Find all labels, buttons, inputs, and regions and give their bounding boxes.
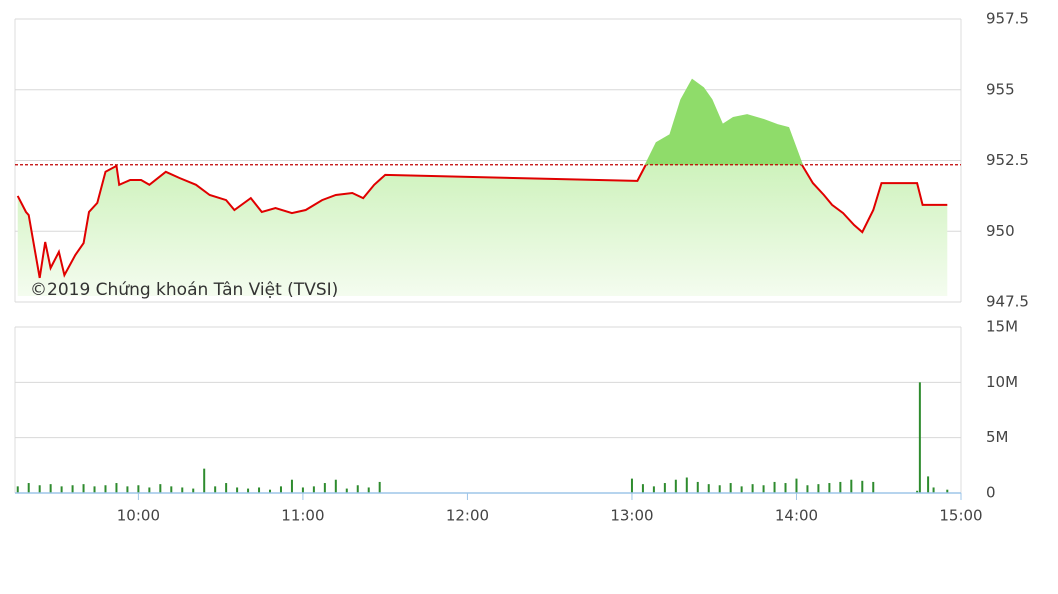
y-tick-label: 952.5 (986, 151, 1029, 169)
volume-bar (817, 484, 820, 493)
volume-bar (181, 487, 184, 493)
y-tick-label: 15M (986, 318, 1018, 336)
volume-bar (696, 481, 699, 493)
x-tick-label: 11:00 (281, 507, 324, 525)
volume-bar (839, 481, 842, 493)
volume-bar (247, 488, 250, 493)
volume-bar (707, 484, 710, 493)
volume-bar (192, 488, 195, 493)
volume-bar (718, 485, 721, 493)
volume-bar (214, 486, 217, 493)
volume-bar (918, 382, 921, 493)
y-tick-label: 957.5 (986, 10, 1029, 28)
y-tick-label: 955 (986, 80, 1015, 98)
volume-bar (356, 485, 359, 493)
volume-bar (16, 486, 19, 493)
volume-bar (946, 489, 949, 493)
x-tick-label: 15:00 (939, 507, 982, 525)
volume-bar (367, 487, 370, 493)
volume-bar (630, 478, 633, 493)
volume-bar (104, 485, 107, 493)
volume-bar (773, 481, 776, 493)
volume-bar (60, 486, 63, 493)
volume-bar (236, 487, 239, 493)
x-tick-label: 10:00 (117, 507, 160, 525)
volume-bar (685, 477, 688, 493)
volume-bar (641, 484, 644, 493)
y-tick-label: 947.5 (986, 293, 1029, 311)
volume-bar (27, 483, 30, 493)
volume-bar (290, 479, 293, 493)
volume-bar (312, 486, 315, 493)
area-up (645, 80, 802, 165)
volume-bar (652, 486, 655, 493)
annotation: ©2019 Chứng khoán Tân Việt (TVSI) (30, 280, 338, 300)
volume-bar (861, 480, 864, 493)
volume-bar (932, 487, 935, 493)
volume-bar (170, 486, 173, 493)
volume-bar (663, 483, 666, 493)
y-tick-label: 5M (986, 428, 1009, 446)
volume-bar (378, 481, 381, 493)
volume-bar (784, 483, 787, 493)
volume-bar (828, 483, 831, 493)
volume-bar (159, 484, 162, 493)
volume-bar (916, 490, 919, 493)
volume-bar (334, 479, 337, 493)
volume-bar (115, 483, 118, 493)
volume-bar (872, 481, 875, 493)
volume-bar (729, 483, 732, 493)
volume-bar (71, 485, 74, 493)
volume-bar (203, 468, 206, 493)
y-tick-label: 10M (986, 373, 1018, 391)
volume-bar (762, 485, 765, 493)
volume-bar (258, 487, 261, 493)
volume-bar (225, 483, 228, 493)
volume-bar (126, 486, 129, 493)
volume-bar (927, 476, 930, 493)
volume-bar (137, 485, 140, 493)
x-tick-label: 14:00 (775, 507, 818, 525)
volume-bar (674, 479, 677, 493)
volume-bar (795, 478, 798, 493)
volume-bar (301, 487, 304, 493)
volume-bar (49, 484, 52, 493)
volume-bar (269, 489, 272, 493)
volume-bar (93, 486, 96, 493)
volume-bar (806, 485, 809, 493)
volume-bar (850, 479, 853, 493)
x-tick-label: 12:00 (446, 507, 489, 525)
volume-bar (38, 485, 41, 493)
volume-bar (740, 486, 743, 493)
y-tick-label: 0 (986, 484, 996, 502)
volume-bar (279, 486, 282, 493)
volume-bar (148, 487, 151, 493)
area (17, 80, 948, 296)
y-tick-label: 950 (986, 222, 1015, 240)
volume-bar (82, 484, 85, 493)
volume-bar (345, 488, 348, 493)
x-tick-label: 13:00 (610, 507, 653, 525)
volume-bar (751, 484, 754, 493)
volume-bar (323, 483, 326, 493)
price-line (16, 164, 948, 279)
